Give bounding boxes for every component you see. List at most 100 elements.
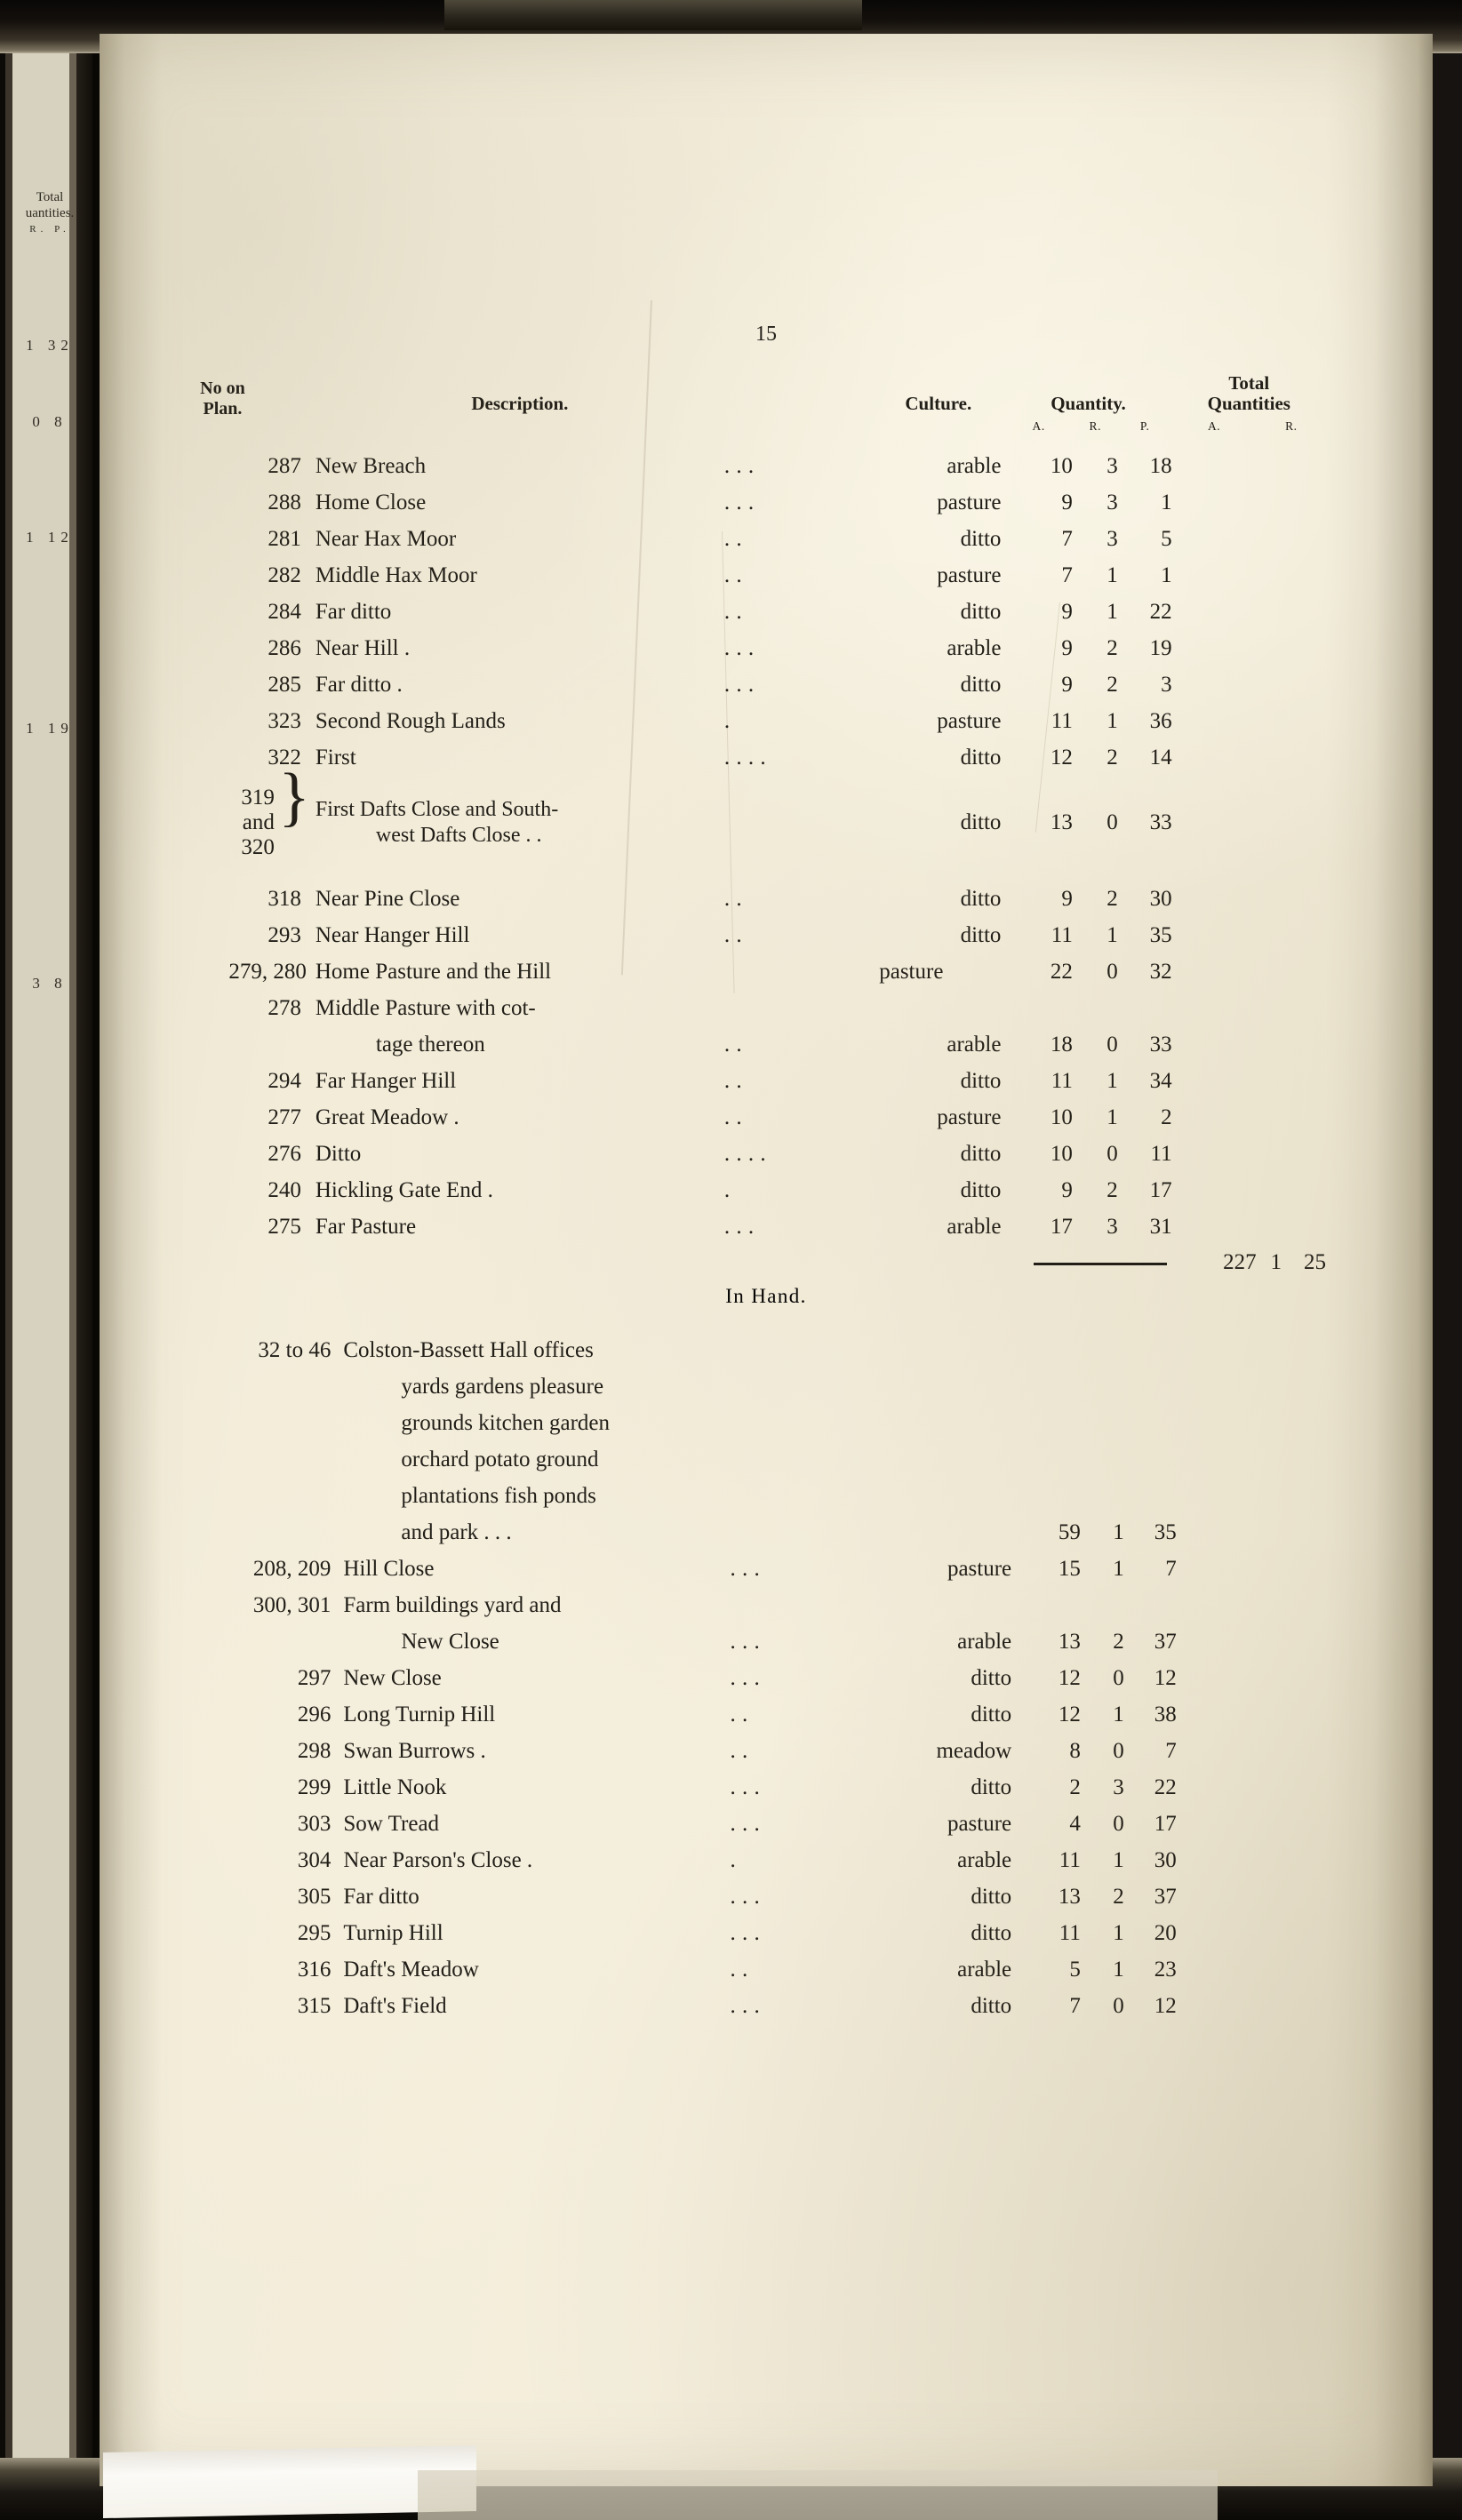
cell-description: Near Hax Moor [315, 527, 457, 552]
total-acres: 227 [1223, 1250, 1257, 1275]
cell-roods: 3 [1106, 454, 1118, 479]
cell-perches: 17 [1149, 1178, 1172, 1203]
cell-total-acres [1177, 1582, 1258, 1618]
cell-roods: 0 [1106, 960, 1118, 985]
cell-plan-no: 322 [268, 746, 301, 770]
cell-plan-no: 300, 301 [252, 1593, 332, 1617]
cell-perches: 30 [1149, 887, 1172, 912]
cell-plan-no: 277 [268, 1105, 301, 1130]
subheader-spacer-lead [724, 419, 875, 443]
cell-total-roods [1258, 1509, 1326, 1545]
cell-perches: 18 [1149, 454, 1172, 479]
cell-leaders: . [723, 1178, 731, 1203]
total-spacer-no [144, 1240, 316, 1275]
cell-culture: pasture [947, 1557, 1012, 1581]
cell-plan-no: 278 [268, 996, 301, 1021]
cell-perches: 7 [1165, 1557, 1177, 1581]
cell-total-roods [1258, 1982, 1326, 2019]
margin-value-3: 1 12 [26, 529, 74, 546]
cell-total-acres [1172, 661, 1257, 698]
cell-total-roods [1258, 1946, 1326, 1982]
brace-description-line1: First Dafts Close and South- [315, 797, 559, 821]
cell-leaders: . . [723, 600, 743, 625]
cell-plan-no: 297 [297, 1666, 332, 1690]
subheader-quantity-p: P. [1139, 419, 1150, 434]
cell-acres: 22 [1050, 960, 1073, 985]
margin-quantities-label: uantities. [25, 206, 75, 220]
cell-plan-no: 315 [297, 1994, 332, 2018]
header-total-line1: Total [1228, 372, 1270, 394]
cell-acres: 7 [1061, 563, 1073, 588]
cell-plan-no: 279, 280 [228, 960, 307, 985]
cell-leaders: . . [723, 563, 743, 588]
cell-acres: 9 [1061, 636, 1073, 661]
cell-culture: ditto [971, 1994, 1012, 2018]
table-row: 295 Turnip Hill . . . ditto 11 1 20 [144, 1910, 1326, 1946]
cell-total-acres [1172, 770, 1257, 875]
cell-description: New Close [343, 1666, 442, 1690]
cell-culture: pasture [937, 563, 1002, 588]
cell-perches: 22 [1149, 600, 1172, 625]
cell-culture: ditto [960, 746, 1002, 770]
cell-leaders: . . . [723, 454, 755, 479]
table-row: 281 Near Hax Moor . . ditto 7 3 5 [144, 515, 1326, 552]
cell-total-roods [1257, 770, 1326, 875]
header-no-on-plan-line2: Plan. [203, 399, 243, 419]
table-row: 275 Far Pasture . . . arable 17 3 31 [144, 1203, 1326, 1240]
cell-acres: 10 [1050, 454, 1073, 479]
cell-description: Sow Tread [343, 1812, 440, 1836]
cell-total-roods [1257, 985, 1326, 1021]
cell-roods: 1 [1106, 1105, 1118, 1130]
cell-plan-no: 282 [268, 563, 301, 588]
cell-plan-no-continuation [144, 1363, 343, 1400]
cell-roods: 1 [1113, 1557, 1124, 1581]
cell-acres-empty [1015, 1400, 1081, 1436]
cell-culture: arable [947, 1033, 1002, 1057]
cell-perches: 5 [1161, 527, 1172, 552]
table-row: 303 Sow Tread . . . pasture 4 0 17 [144, 1800, 1326, 1837]
total-spacer-desc [316, 1240, 724, 1275]
cell-leaders: . . [730, 1739, 748, 1763]
page-outer-curl-shadow [1326, 34, 1433, 2486]
cell-total-acres [1177, 1764, 1258, 1800]
table-row: 276 Ditto . . . . ditto 10 0 11 [144, 1130, 1326, 1167]
cell-culture: ditto [971, 1666, 1012, 1690]
cell-leaders: . . [723, 1105, 743, 1130]
table-row: 323 Second Rough Lands . pasture 11 1 36 [144, 698, 1326, 734]
cell-roods: 2 [1106, 887, 1118, 912]
cell-perches: 1 [1161, 490, 1172, 515]
cell-acres: 7 [1069, 1994, 1081, 2018]
cell-description-line3: grounds kitchen garden [401, 1411, 611, 1435]
cell-description: Home Pasture and the Hill [315, 960, 552, 985]
cell-perches: 12 [1154, 1994, 1177, 2018]
cell-acres: 11 [1051, 709, 1073, 734]
table-row: 208, 209 Hill Close . . . pasture 15 1 7 [144, 1545, 1326, 1582]
cell-culture: arable [947, 636, 1002, 661]
cell-leaders: . . [723, 923, 743, 948]
cell-culture: pasture [947, 1812, 1012, 1836]
in-hand-farm-row-line1: 300, 301 Farm buildings yard and [144, 1582, 1326, 1618]
cell-total-acres [1172, 1021, 1257, 1057]
cell-perches-empty [1118, 985, 1172, 1021]
cell-acres: 11 [1059, 1848, 1081, 1872]
cell-total-roods [1258, 1873, 1326, 1910]
cell-acres: 12 [1058, 1666, 1081, 1690]
in-hand-hall-row-line5: plantations fish ponds [144, 1472, 1326, 1509]
cell-culture-empty [887, 1363, 1015, 1400]
cell-description: First [315, 746, 356, 770]
cell-leaders: . . . [730, 1775, 761, 1799]
cell-roods: 2 [1106, 1178, 1118, 1203]
cell-description: Near Pine Close [315, 887, 460, 912]
cell-perches: 38 [1154, 1703, 1177, 1727]
cell-culture: pasture [937, 490, 1002, 515]
cell-roods: 3 [1106, 490, 1118, 515]
cell-culture: arable [947, 454, 1002, 479]
cell-plan-no: 299 [297, 1775, 332, 1799]
cell-leaders: . . [730, 1958, 748, 1982]
cell-roods: 2 [1113, 1630, 1124, 1654]
subheader-quantity-r: R. [1089, 419, 1101, 434]
cell-description: New Breach [315, 454, 427, 479]
cell-leaders: . [723, 709, 731, 734]
cell-description-line2: tage thereon [375, 1033, 485, 1057]
cell-plan-no: 208, 209 [252, 1557, 332, 1581]
